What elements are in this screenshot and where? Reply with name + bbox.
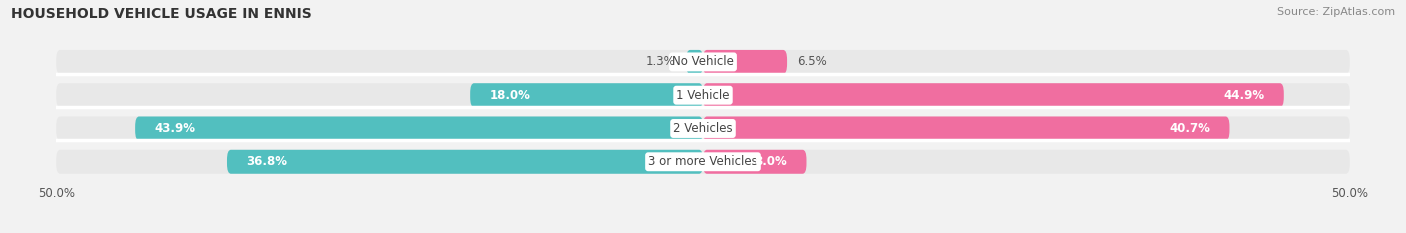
Text: 8.0%: 8.0% — [755, 155, 787, 168]
Text: HOUSEHOLD VEHICLE USAGE IN ENNIS: HOUSEHOLD VEHICLE USAGE IN ENNIS — [11, 7, 312, 21]
FancyBboxPatch shape — [226, 150, 703, 174]
Text: No Vehicle: No Vehicle — [672, 55, 734, 69]
FancyBboxPatch shape — [703, 50, 787, 74]
FancyBboxPatch shape — [56, 150, 1350, 174]
Text: 6.5%: 6.5% — [797, 55, 827, 69]
Text: 1.3%: 1.3% — [647, 55, 676, 69]
Text: 18.0%: 18.0% — [489, 89, 530, 102]
Text: 1 Vehicle: 1 Vehicle — [676, 89, 730, 102]
Text: 43.9%: 43.9% — [155, 122, 195, 135]
FancyBboxPatch shape — [470, 83, 703, 107]
Text: 3 or more Vehicles: 3 or more Vehicles — [648, 155, 758, 168]
FancyBboxPatch shape — [56, 50, 1350, 74]
FancyBboxPatch shape — [686, 50, 703, 74]
Text: 36.8%: 36.8% — [246, 155, 287, 168]
FancyBboxPatch shape — [703, 83, 1284, 107]
FancyBboxPatch shape — [135, 116, 703, 140]
Text: 2 Vehicles: 2 Vehicles — [673, 122, 733, 135]
FancyBboxPatch shape — [703, 116, 1229, 140]
Text: Source: ZipAtlas.com: Source: ZipAtlas.com — [1277, 7, 1395, 17]
Text: 44.9%: 44.9% — [1223, 89, 1264, 102]
FancyBboxPatch shape — [703, 150, 807, 174]
FancyBboxPatch shape — [56, 83, 1350, 107]
FancyBboxPatch shape — [56, 116, 1350, 140]
Text: 40.7%: 40.7% — [1170, 122, 1211, 135]
